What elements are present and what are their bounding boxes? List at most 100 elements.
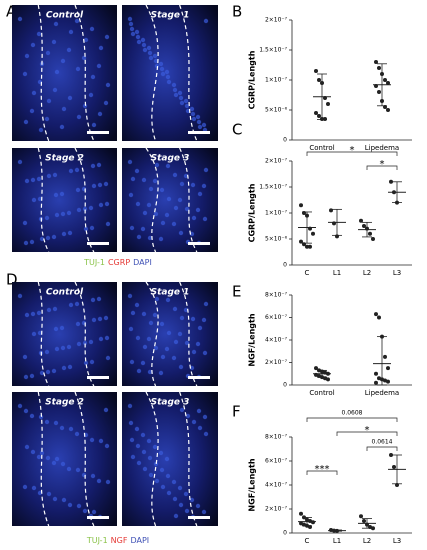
data-point xyxy=(323,117,327,121)
y-tick-label: 5×10⁻⁸ xyxy=(265,236,288,243)
data-point xyxy=(299,203,303,208)
nucleus xyxy=(98,45,104,51)
nucleus xyxy=(22,354,28,360)
nucleus xyxy=(36,454,42,460)
nucleus xyxy=(90,297,96,303)
nucleus xyxy=(134,302,140,308)
nucleus xyxy=(173,339,179,345)
nucleus xyxy=(201,509,207,515)
nucleus xyxy=(165,473,171,479)
nucleus xyxy=(44,215,50,221)
nucleus xyxy=(191,349,197,355)
x-tick-label: L3 xyxy=(393,537,401,545)
tissue-border xyxy=(179,281,198,387)
nucleus xyxy=(164,456,170,462)
nucleus xyxy=(146,45,152,51)
nucleus xyxy=(130,310,136,316)
nucleus xyxy=(190,182,196,188)
nucleus xyxy=(39,450,45,456)
nucleus xyxy=(29,413,35,419)
nucleus xyxy=(46,98,52,104)
nucleus xyxy=(23,240,29,246)
data-point xyxy=(383,354,387,359)
nucleus xyxy=(195,114,201,120)
nucleus xyxy=(153,58,159,64)
tissue-border xyxy=(37,391,50,527)
nucleus xyxy=(203,18,209,24)
nucleus xyxy=(44,419,50,425)
nucleus xyxy=(46,173,52,179)
y-tick-label: 0 xyxy=(283,262,287,269)
nucleus xyxy=(127,403,133,409)
data-point xyxy=(374,312,378,317)
data-point xyxy=(377,90,381,94)
data-point xyxy=(314,366,318,371)
nucleus xyxy=(152,312,158,318)
nucleus xyxy=(142,210,148,216)
nucleus xyxy=(179,407,185,413)
nucleus xyxy=(38,414,44,420)
nucleus xyxy=(31,197,37,203)
nucleus xyxy=(147,369,153,375)
nucleus xyxy=(141,177,147,183)
scale-bar xyxy=(87,376,109,379)
y-tick-label: 2×10⁻⁷ xyxy=(265,506,288,513)
significance-label: * xyxy=(380,159,385,170)
nucleus xyxy=(189,365,195,371)
nucleus xyxy=(68,426,74,432)
nucleus xyxy=(98,202,104,208)
nucleus xyxy=(61,231,67,237)
nucleus xyxy=(183,173,189,179)
nucleus xyxy=(159,321,165,327)
nucleus xyxy=(196,119,202,125)
significance-label: * xyxy=(350,145,355,156)
nucleus xyxy=(177,485,183,491)
nucleus xyxy=(51,368,57,374)
data-point xyxy=(386,108,390,112)
nucleus xyxy=(134,168,140,174)
nucleus xyxy=(202,414,208,420)
nucleus xyxy=(68,29,74,35)
significance-label: 0.0608 xyxy=(342,410,363,417)
significance-bracket xyxy=(366,446,398,451)
data-point xyxy=(317,78,321,82)
nucleus xyxy=(140,37,146,43)
nucleus xyxy=(191,215,197,221)
tissue-border xyxy=(37,147,50,253)
data-point xyxy=(377,66,381,70)
nucleus xyxy=(154,63,160,69)
significance-label: * xyxy=(365,425,370,436)
micrograph xyxy=(122,392,218,526)
nucleus xyxy=(191,419,197,425)
nucleus xyxy=(96,63,102,69)
nucleus xyxy=(195,341,201,347)
nucleus xyxy=(60,345,66,351)
nucleus xyxy=(136,368,142,374)
y-tick-label: 6×10⁻⁷ xyxy=(265,314,288,321)
nucleus xyxy=(104,201,110,207)
nucleus xyxy=(140,226,146,232)
nucleus xyxy=(148,320,154,326)
nucleus xyxy=(172,172,178,178)
nucleus xyxy=(39,236,45,242)
image-title: Stage 1 xyxy=(151,288,190,298)
micrograph xyxy=(12,392,117,526)
nucleus xyxy=(201,317,207,323)
nucleus xyxy=(173,513,179,519)
nucleus xyxy=(97,182,103,188)
nucleus xyxy=(183,491,189,497)
nucleus xyxy=(152,53,158,59)
data-point xyxy=(389,179,393,184)
nucleus xyxy=(53,192,59,198)
image-title: Control xyxy=(46,288,84,298)
nucleus xyxy=(60,58,66,64)
significance-bracket xyxy=(306,470,338,475)
panel-label: F xyxy=(232,403,241,421)
nucleus xyxy=(52,496,58,502)
nucleus xyxy=(202,216,208,222)
data-point xyxy=(311,520,315,525)
scale-bar xyxy=(188,376,210,379)
nucleus xyxy=(104,34,110,40)
nucleus xyxy=(74,18,80,24)
panel-label: B xyxy=(232,3,242,21)
